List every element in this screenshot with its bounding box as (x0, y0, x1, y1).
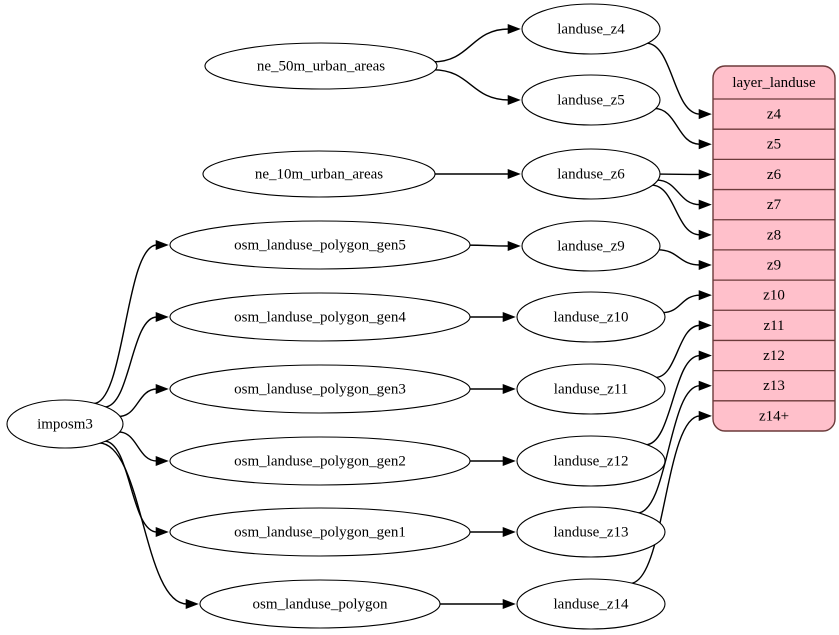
arrowhead-icon (155, 526, 169, 538)
table-node-osm_landuse_polygon[interactable]: osm_landuse_polygon (199, 579, 441, 629)
arrowhead-icon (155, 383, 169, 395)
table-node-osm_landuse_polygon_gen2[interactable]: osm_landuse_polygon_gen2 (169, 436, 471, 486)
arrowhead-icon (698, 229, 712, 240)
view-node-landuse_z13[interactable]: landuse_z13 (516, 506, 666, 558)
arrowhead-icon (155, 311, 169, 323)
arrowhead-icon (698, 320, 712, 331)
arrowhead-icon (502, 383, 516, 395)
arrowhead-icon (507, 240, 521, 252)
node-shape-osm_landuse_polygon_gen1[interactable] (169, 507, 471, 557)
arrowhead-icon (502, 455, 516, 467)
node-shape-landuse_z5[interactable] (521, 74, 661, 126)
node-shape-osm_landuse_polygon[interactable] (199, 579, 441, 629)
arrowhead-icon (507, 168, 521, 180)
arrowhead-icon (698, 350, 712, 361)
edge-landuse_z9-to-z9 (657, 249, 701, 266)
node-shape-landuse_z6[interactable] (521, 148, 661, 200)
node-shape-landuse_z11[interactable] (516, 363, 666, 415)
node-shape-landuse_z9[interactable] (521, 220, 661, 272)
arrowhead-icon (502, 311, 516, 323)
view-node-landuse_z5[interactable]: landuse_z5 (521, 74, 661, 126)
arrowhead-icon (502, 598, 516, 610)
edge-landuse_z14-to-z14+ (629, 415, 701, 585)
arrowhead-icon (155, 455, 169, 467)
edge-imposm3-to-osm_landuse_polygon_gen4 (104, 316, 158, 408)
view-node-landuse_z11[interactable]: landuse_z11 (516, 363, 666, 415)
node-shape-landuse_z14[interactable] (516, 578, 666, 630)
edge-landuse_z11-to-z11 (654, 324, 701, 379)
arrowhead-icon (698, 139, 712, 150)
node-shape-imposm3[interactable] (6, 399, 124, 449)
edge-landuse_z4-to-z4 (646, 42, 701, 115)
table-node-osm_landuse_polygon_gen4[interactable]: osm_landuse_polygon_gen4 (169, 292, 471, 342)
arrowhead-icon (698, 290, 712, 301)
edges-layer (93, 23, 712, 610)
view-node-landuse_z6[interactable]: landuse_z6 (521, 148, 661, 200)
table-node-osm_landuse_polygon_gen1[interactable]: osm_landuse_polygon_gen1 (169, 507, 471, 557)
view-node-landuse_z14[interactable]: landuse_z14 (516, 578, 666, 630)
edge-ne_50m_urban_areas-to-landuse_z5 (433, 69, 510, 101)
node-shape-osm_landuse_polygon_gen2[interactable] (169, 436, 471, 486)
edge-imposm3-to-osm_landuse_polygon_gen5 (93, 244, 158, 405)
arrowhead-icon (698, 169, 712, 180)
arrowhead-icon (698, 380, 712, 391)
arrowhead-icon (507, 23, 521, 35)
node-shape-landuse_z13[interactable] (516, 506, 666, 558)
layer-table-outline (712, 65, 836, 432)
node-shape-ne_10m_urban_areas[interactable] (202, 150, 436, 198)
table-node-osm_landuse_polygon_gen3[interactable]: osm_landuse_polygon_gen3 (169, 364, 471, 414)
node-shape-osm_landuse_polygon_gen5[interactable] (169, 220, 471, 270)
arrowhead-icon (185, 598, 199, 610)
arrowhead-icon (698, 109, 712, 120)
source-node-imposm3[interactable]: imposm3 (6, 399, 124, 449)
node-shape-landuse_z12[interactable] (516, 435, 666, 487)
edge-osm_landuse_polygon_gen5-to-landuse_z9 (466, 244, 510, 247)
source-node-ne_10m_urban_areas[interactable]: ne_10m_urban_areas (202, 150, 436, 198)
arrowhead-icon (698, 259, 712, 271)
edge-ne_50m_urban_areas-to-landuse_z4 (432, 28, 510, 63)
node-shape-landuse_z4[interactable] (521, 3, 661, 55)
view-node-landuse_z9[interactable]: landuse_z9 (521, 220, 661, 272)
edge-landuse_z6-to-z8 (651, 184, 701, 236)
edge-landuse_z5-to-z5 (654, 107, 701, 145)
arrowhead-icon (155, 239, 169, 251)
edge-imposm3-to-osm_landuse_polygon_gen2 (118, 431, 158, 462)
edge-landuse_z10-to-z10 (662, 294, 701, 314)
view-node-landuse_z10[interactable]: landuse_z10 (516, 291, 666, 343)
arrowhead-icon (502, 526, 516, 538)
node-shape-osm_landuse_polygon_gen4[interactable] (169, 292, 471, 342)
view-node-landuse_z12[interactable]: landuse_z12 (516, 435, 666, 487)
arrowhead-icon (507, 94, 521, 106)
layer-landuse-table: layer_landusez4z5z6z7z8z9z10z11z12z13z14… (712, 65, 836, 432)
edge-imposm3-to-osm_landuse_polygon_gen1 (104, 440, 158, 533)
arrowhead-icon (698, 199, 712, 210)
edge-imposm3-to-osm_landuse_polygon_gen3 (118, 388, 158, 418)
node-shape-ne_50m_urban_areas[interactable] (204, 42, 438, 90)
edge-landuse_z13-to-z13 (636, 385, 701, 514)
source-node-ne_50m_urban_areas[interactable]: ne_50m_urban_areas (204, 42, 438, 90)
table-node-osm_landuse_polygon_gen5[interactable]: osm_landuse_polygon_gen5 (169, 220, 471, 270)
edge-imposm3-to-osm_landuse_polygon (98, 442, 188, 605)
arrowhead-icon (698, 410, 712, 421)
node-shape-osm_landuse_polygon_gen3[interactable] (169, 364, 471, 414)
view-node-landuse_z4[interactable]: landuse_z4 (521, 3, 661, 55)
nodes-layer: imposm3 ne_50m_urban_areas ne_10m_urban_ar… (6, 3, 666, 630)
node-shape-landuse_z10[interactable] (516, 291, 666, 343)
edge-landuse_z6-to-z7 (656, 179, 701, 206)
edge-landuse_z12-to-z12 (645, 354, 701, 446)
